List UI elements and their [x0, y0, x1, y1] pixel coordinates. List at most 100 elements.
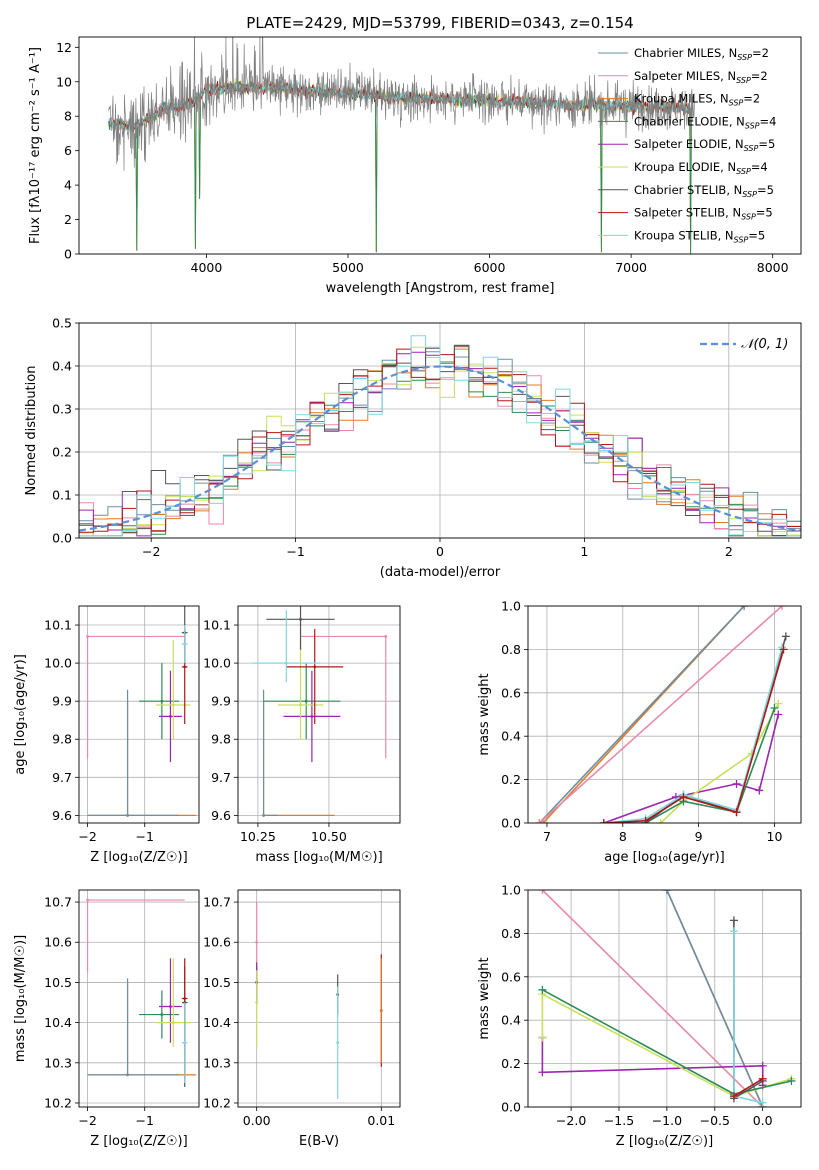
- y-tick-label: 0.4: [52, 359, 72, 374]
- weight-marker: [740, 606, 749, 610]
- weight-marker: [732, 808, 741, 817]
- legend-label: Kroupa ELODIE, NSSP=4: [634, 160, 768, 176]
- x-tick-label: 2: [725, 544, 733, 559]
- weight-marker: [656, 819, 665, 823]
- x-tick-label: 1: [580, 544, 588, 559]
- y-tick-label: 0.3: [52, 402, 72, 417]
- x-tick-label: 0: [436, 544, 444, 559]
- weight-marker: [779, 645, 788, 654]
- legend-label-main: Salpeter MILES, N: [634, 69, 736, 83]
- y-axis-label: mass [log₁₀(M/M☉)]: [13, 935, 28, 1062]
- y-tick-label: 2: [64, 212, 72, 227]
- weight-marker: [770, 703, 779, 712]
- axes-frame: [78, 36, 802, 255]
- y-tick-label: 10.2: [203, 1095, 231, 1110]
- weight-line: [541, 1037, 764, 1086]
- y-axis-label: mass weight: [477, 673, 492, 755]
- legend-label-post: =5: [757, 183, 774, 197]
- y-tick-label: 10.3: [44, 1055, 72, 1070]
- y-tick-label: 10.6: [203, 935, 231, 950]
- y-tick-label: 10.5: [203, 975, 231, 990]
- y-tick-label: 6: [64, 143, 72, 158]
- weight-marker: [755, 786, 764, 795]
- legend-label-main: Chabrier ELODIE, N: [634, 114, 745, 128]
- y-tick-label: 0.6: [501, 969, 521, 984]
- legend-label-post: =5: [756, 206, 773, 220]
- data-point: [313, 665, 317, 669]
- age_vs_mass-panel: 10.25 10.50 9.6 9.7 9.8 9.9 10.0 10.1 mass [log₁…: [203, 605, 401, 865]
- weight-marker: [538, 1068, 547, 1077]
- data-point: [160, 699, 164, 703]
- weight-marker: [729, 916, 738, 925]
- data-point: [183, 1041, 187, 1045]
- data-point: [304, 699, 308, 703]
- y-tick-label: 4: [64, 178, 72, 193]
- weight-marker: [662, 890, 671, 894]
- legend-label-sub: SSP: [744, 144, 759, 153]
- data-point: [384, 635, 388, 638]
- legend-label-sub: SSP: [736, 76, 751, 85]
- legend-label: Kroupa STELIB, NSSP=5: [634, 228, 765, 244]
- weight-marker: [729, 927, 738, 936]
- data-point: [262, 813, 265, 817]
- data-point: [86, 898, 89, 902]
- x-tick-label: −2: [78, 1113, 96, 1128]
- y-axis-label: Flux [fλ10⁻¹⁷ erg cm⁻² s⁻¹ A⁻¹]: [28, 47, 43, 244]
- weight-marker: [778, 606, 787, 610]
- legend-label-main: Salpeter STELIB, N: [634, 206, 741, 220]
- y-tick-label: 9.9: [211, 694, 231, 709]
- y-tick-label: 9.9: [52, 694, 72, 709]
- data-point: [86, 635, 89, 638]
- y-tick-label: 10.7: [44, 895, 72, 910]
- y-tick-label: 9.8: [211, 732, 231, 747]
- mass_weight_vs_age-panel: 7 8 9 10 0.0 0.2 0.4 0.6 0.8 1.0 age [log₁₀(age/yr…: [477, 599, 802, 865]
- x-tick-label: 0.01: [367, 1113, 395, 1128]
- residual-histogram: [79, 346, 801, 537]
- y-tick-label: 0.0: [52, 531, 72, 546]
- figure-title: PLATE=2429, MJD=53799, FIBERID=0343, z=0…: [246, 14, 633, 32]
- x-axis-label: wavelength [Angstrom, rest frame]: [326, 281, 555, 296]
- x-tick-label: −1.0: [652, 1113, 682, 1128]
- weight-marker: [729, 1092, 738, 1101]
- weight-marker: [732, 779, 741, 788]
- weight-marker: [535, 819, 544, 823]
- weight-line: [603, 646, 783, 823]
- mass_vs_Z-panel: −2 −1 10.2 10.3 10.4 10.5 10.6 10.7 Z [log₁₀(Z/Z…: [13, 889, 200, 1149]
- y-tick-label: 10.1: [203, 618, 231, 633]
- weight-marker: [787, 1076, 796, 1085]
- errorbar-points: [86, 898, 197, 1087]
- x-tick-label: −0.5: [700, 1113, 730, 1128]
- mass_weight_vs_Z-panel: −2.0 −1.5 −1.0 −0.5 0.0 0.0 0.2 0.4 0.6 0.8 1.0 Z […: [477, 883, 802, 1149]
- legend-label-post: =2: [752, 46, 769, 60]
- x-tick-label: −1: [135, 1113, 153, 1128]
- y-tick-label: 9.7: [52, 770, 72, 785]
- weight-line: [538, 606, 745, 823]
- data-point: [126, 1073, 129, 1077]
- legend-label: Chabrier ELODIE, NSSP=4: [634, 114, 776, 130]
- errorbar-points: [255, 902, 383, 1099]
- spectrum-panel: 4000 5000 6000 7000 8000 0 2 4 6 8 10 12 wavelength …: [28, 36, 802, 296]
- mass_vs_EBV-panel: 0.00 0.01 10.2 10.3 10.4 10.5 10.6 10.7 E(B-V): [203, 889, 401, 1149]
- weight-line: [660, 703, 780, 823]
- x-tick-label: 10.25: [240, 829, 276, 844]
- data-point: [183, 665, 187, 669]
- data-point: [183, 642, 187, 646]
- y-tick-label: 8: [64, 109, 72, 124]
- errorbar-points: [86, 606, 197, 817]
- residual-histogram: [79, 335, 801, 537]
- errorbar-points: [252, 606, 388, 817]
- x-tick-label: 6000: [474, 260, 506, 275]
- y-tick-label: 1.0: [501, 883, 521, 898]
- data-point: [126, 813, 129, 817]
- y-tick-label: 0.0: [501, 1100, 521, 1115]
- x-tick-label: −2: [78, 829, 96, 844]
- spectrum-lines: [108, 37, 696, 254]
- weight-marker: [781, 632, 790, 641]
- data-point: [299, 703, 302, 707]
- legend-label-main: Kroupa ELODIE, N: [634, 160, 736, 174]
- weight-marker: [679, 792, 688, 801]
- data-point: [171, 703, 175, 707]
- legend-label-sub: SSP: [745, 121, 760, 130]
- data-point: [160, 1013, 164, 1016]
- legend-label-main: Kroupa STELIB, N: [634, 228, 734, 242]
